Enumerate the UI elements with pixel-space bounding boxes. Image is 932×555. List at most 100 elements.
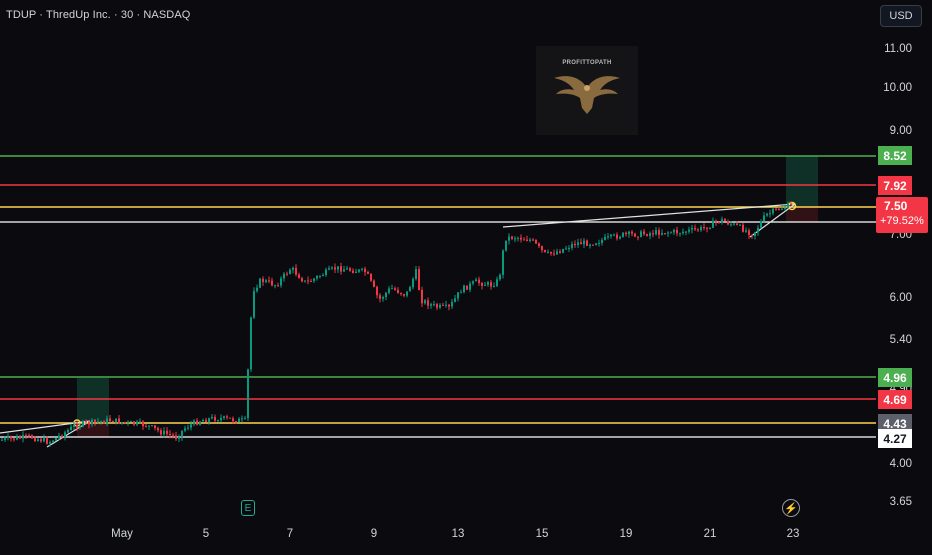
candle-body [514, 238, 516, 240]
candle-body [685, 231, 687, 233]
target-price-badge-high[interactable]: 8.52 [878, 146, 912, 165]
candle-body [250, 317, 252, 370]
candle-body [607, 236, 609, 238]
candle-body [55, 437, 57, 441]
candle-body [139, 421, 141, 423]
candle-body [106, 418, 108, 424]
candle-body [481, 282, 483, 286]
candle-body [253, 291, 255, 318]
candle-body [292, 267, 294, 270]
time-axis-label: May [111, 528, 133, 540]
candle-body [487, 282, 489, 285]
trendline-left-upper[interactable] [0, 420, 91, 434]
candle-body [166, 430, 168, 434]
candle-body [622, 232, 624, 237]
time-axis-label: 13 [451, 528, 465, 540]
candle-body [4, 438, 6, 440]
candle-body [565, 248, 567, 250]
candle-body [589, 244, 591, 246]
candle-body [94, 419, 96, 422]
earnings-icon[interactable]: E [241, 500, 255, 516]
candle-body [118, 418, 120, 424]
candle-body [352, 270, 354, 273]
symbol-title[interactable]: TDUP · ThredUp Inc. · 30 · NASDAQ [6, 9, 191, 21]
candle-body [391, 288, 393, 290]
candle-body [523, 239, 525, 241]
current-change: +79.52% [880, 215, 924, 227]
candle-body [526, 239, 528, 241]
candle-body [541, 246, 543, 251]
candle-body [571, 243, 573, 248]
candle-body [673, 229, 675, 233]
candle-body [121, 422, 123, 424]
candle-body [229, 417, 231, 419]
candle-body [463, 285, 465, 293]
candle-body [601, 239, 603, 243]
candle-body [499, 274, 501, 280]
stop-price-badge-low[interactable]: 4.69 [878, 390, 912, 409]
current-price-badge[interactable]: 7.50 +79.52% [876, 197, 928, 233]
candle-body [484, 284, 486, 286]
candle-body [427, 300, 429, 306]
time-axis-label: 19 [619, 528, 633, 540]
candle-body [616, 234, 618, 239]
lightning-icon[interactable]: ⚡ [782, 499, 800, 517]
time-axis-label: 23 [786, 528, 800, 540]
candle-body [10, 436, 12, 439]
candle-body [619, 236, 621, 239]
candle-body [661, 233, 663, 235]
candle-body [628, 231, 630, 235]
candle-body [421, 290, 423, 304]
candle-body [403, 294, 405, 296]
entry-price-badge-low[interactable]: 4.43 [878, 414, 912, 433]
candle-body [724, 219, 726, 222]
candle-body [307, 280, 309, 282]
trendline-upper[interactable] [502, 203, 796, 228]
support-price-badge-low[interactable]: 4.27 [878, 429, 912, 448]
candle-body [133, 421, 135, 425]
candle-body [688, 229, 690, 232]
candle-body [343, 269, 345, 272]
candle-body [706, 227, 708, 229]
candle-body [373, 280, 375, 287]
candle-body [331, 267, 333, 269]
candle-body [325, 269, 327, 276]
candle-body [157, 428, 159, 431]
candle-body [286, 273, 288, 275]
candle-body [604, 236, 606, 240]
candle-body [550, 251, 552, 254]
candle-body [355, 271, 357, 273]
candle-body [568, 247, 570, 249]
stop-price-badge-high[interactable]: 7.92 [878, 176, 912, 195]
candle-body [232, 418, 234, 422]
candle-body [175, 435, 177, 439]
candle-body [658, 230, 660, 235]
candle-body [169, 433, 171, 435]
candle-body [190, 424, 192, 428]
currency-button[interactable]: USD [880, 5, 922, 27]
candle-body [763, 215, 765, 222]
candle-body [70, 426, 72, 431]
time-axis-label: 5 [202, 528, 210, 540]
candle-body [289, 269, 291, 274]
candle-body [667, 232, 669, 234]
target-price-badge-low[interactable]: 4.96 [878, 368, 912, 387]
price-axis-label: 3.65 [889, 496, 912, 508]
candle-body [31, 435, 33, 439]
candle-body [205, 419, 207, 423]
candle-body [142, 421, 144, 427]
candle-body [244, 418, 246, 420]
candle-body [625, 232, 627, 235]
candle-body [691, 227, 693, 230]
candle-body [13, 438, 15, 440]
candle-body [595, 243, 597, 245]
candle-body [274, 285, 276, 287]
candle-body [703, 227, 705, 229]
watermark-text: PROFITTOPATH [562, 60, 612, 66]
price-axis-label: 9.00 [889, 125, 912, 137]
candle-body [532, 239, 534, 241]
candle-body [454, 298, 456, 302]
candle-body [697, 229, 699, 231]
